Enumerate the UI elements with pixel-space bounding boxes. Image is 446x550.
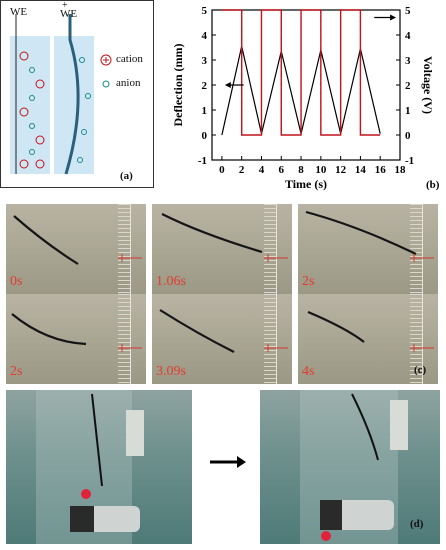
frame-time-label: 0s: [10, 274, 23, 289]
plus-sign: +: [62, 0, 68, 11]
y2-tick-label: 4: [405, 30, 411, 42]
y2-tick-label: -1: [405, 155, 414, 167]
anion-legend-icon: [102, 80, 110, 88]
video-frame: 3.09s: [152, 294, 292, 384]
y2-tick-label: 3: [405, 55, 411, 67]
photo-after: (d): [260, 390, 440, 544]
video-frames-panel-c: 0s 1.06s 2s 2s 3.09s 4s (c): [0, 200, 446, 384]
x-tick-label: 18: [395, 164, 407, 176]
cation-markers: [19, 51, 45, 169]
x-tick-label: 2: [239, 164, 245, 176]
left-we-label: WE: [10, 6, 28, 18]
panel-c-tag: (c): [414, 364, 427, 376]
x-tick-label: 16: [375, 164, 387, 176]
x-tick-label: 10: [315, 164, 327, 176]
frame-time-label: 3.09s: [156, 364, 186, 379]
left-axis-arrowhead: [224, 82, 231, 88]
cation-legend-icon: [100, 54, 112, 66]
photo-before: [6, 390, 192, 544]
x-axis-label: Time (s): [285, 177, 327, 191]
y-tick-label: 0: [202, 130, 208, 142]
y2-tick-label: 5: [405, 5, 411, 17]
video-frame: 4s: [298, 294, 438, 384]
y-tick-label: 2: [202, 80, 208, 92]
x-tick-label: 0: [219, 164, 225, 176]
anion-markers: [29, 57, 91, 163]
y-tick-label: 4: [202, 30, 208, 42]
x-tick-label: 14: [355, 164, 367, 176]
frame-time-label: 2s: [302, 274, 315, 289]
x-tick-label: 8: [298, 164, 304, 176]
y2-axis-label: Voltage (V): [421, 56, 435, 114]
frame-time-label: 4s: [302, 364, 315, 379]
arrow-right-icon: [210, 456, 246, 468]
panel-d-tag: (d): [410, 518, 424, 530]
y2-tick-label: 2: [405, 80, 411, 92]
y2-tick-label: 1: [405, 105, 411, 117]
y-tick-label: 3: [202, 55, 208, 67]
frame-time-label: 1.06s: [156, 274, 186, 289]
bent-membrane: [64, 14, 80, 175]
right-we-label: WE: [60, 8, 78, 20]
anion-legend-label: anion: [116, 77, 141, 89]
y-tick-label: 5: [202, 5, 208, 17]
actuator-schematic: [10, 14, 112, 175]
x-tick-label: 4: [259, 164, 265, 176]
x-tick-label: 12: [335, 164, 347, 176]
x-tick-label: 6: [279, 164, 285, 176]
frame-time-label: 2s: [10, 364, 23, 379]
y2-tick-label: 0: [405, 130, 411, 142]
right-axis-arrowhead: [390, 14, 397, 21]
cation-legend-label: cation: [116, 53, 143, 65]
y-axis-label: Deflection (mm): [171, 44, 185, 127]
series-line-right: [221, 9, 381, 136]
video-frame: 2s: [298, 204, 438, 294]
video-frame: 0s: [6, 204, 146, 294]
video-frame: 2s: [6, 294, 146, 384]
y-tick-label: 1: [202, 105, 208, 117]
panel-b-tag: (b): [426, 179, 440, 191]
schematic-panel-a: WE + WE cation anion (a): [0, 0, 154, 188]
video-frame: 1.06s: [152, 204, 292, 294]
y-tick-label: -1: [198, 155, 207, 167]
panel-a-tag: (a): [120, 170, 133, 182]
